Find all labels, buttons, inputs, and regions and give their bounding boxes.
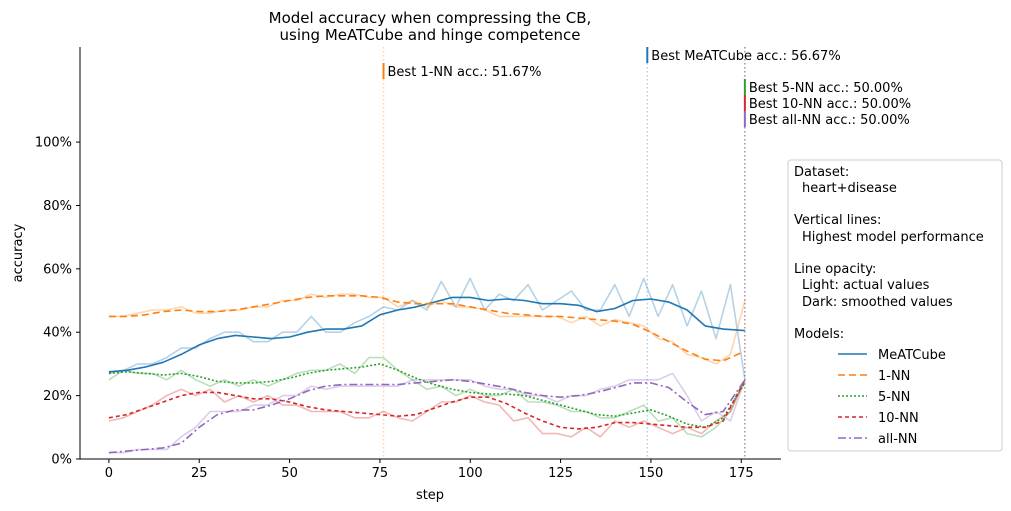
x-tick-label: 0 [105, 466, 113, 481]
best-label-1-nn: Best 1-NN acc.: 51.67% [388, 65, 542, 80]
best-label-5-nn: Best 5-NN acc.: 50.00% [749, 81, 903, 96]
x-tick-label: 50 [281, 466, 298, 481]
smooth-line-5-nn [108, 363, 746, 429]
legend-label-10-nn: 10-NN [878, 411, 919, 426]
smooth-line-1-nn [108, 294, 746, 362]
legend-opacity-heading: Line opacity: [794, 262, 876, 277]
legend-dataset-value: heart+disease [802, 181, 897, 196]
legend-model-items: MeATCube 1-NN 5-NN 10-NN all-NN [838, 348, 946, 447]
legend-label-5-nn: 5-NN [878, 390, 910, 405]
smooth-line-meatcube [108, 296, 745, 373]
x-tick-label: 25 [191, 466, 208, 481]
x-tick-label: 150 [639, 466, 664, 481]
legend-frame [787, 159, 1003, 452]
y-axis-label: accuracy [11, 223, 26, 282]
y-tick-label: 60% [43, 262, 72, 277]
smoothed-series-lines [108, 294, 746, 454]
y-tick-label: 100% [35, 136, 72, 151]
legend-opacity-light: Light: actual values [802, 278, 930, 293]
raw-line-1-nn [108, 293, 746, 365]
chart-title-line-2: using MeATCube and hinge competence [280, 26, 581, 44]
legend-opacity-dark: Dark: smoothed values [802, 295, 953, 310]
raw-line-meatcube [108, 277, 746, 380]
y-tick-label: 80% [43, 199, 72, 214]
raw-line-all-nn [108, 372, 746, 454]
y-tick-label: 40% [43, 326, 72, 341]
legend-label-meatcube: MeATCube [878, 348, 946, 363]
legend-label-1-nn: 1-NN [878, 369, 910, 384]
x-ticks: 0 25 50 75 100 125 150 175 [105, 459, 754, 481]
legend: Dataset: heart+disease Vertical lines: H… [787, 159, 1003, 452]
raw-line-5-nn [108, 356, 746, 438]
y-tick-label: 0% [51, 453, 72, 468]
legend-label-all-nn: all-NN [878, 432, 917, 447]
axes [79, 47, 781, 460]
smooth-line-all-nn [108, 378, 746, 454]
best-label-all-nn: Best all-NN acc.: 50.00% [749, 113, 910, 128]
legend-models-heading: Models: [794, 327, 844, 342]
legend-vlines-heading: Vertical lines: [794, 213, 881, 228]
y-tick-label: 20% [43, 389, 72, 404]
chart-title: Model accuracy when compressing the CB, … [269, 9, 592, 44]
smooth-line-10-nn [108, 379, 746, 430]
x-axis-label: step [416, 488, 444, 503]
x-tick-label: 75 [372, 466, 389, 481]
y-ticks: 0% 20% 40% 60% 80% 100% [35, 136, 80, 468]
x-tick-label: 125 [548, 466, 573, 481]
x-tick-label: 100 [458, 466, 483, 481]
best-label-10-nn: Best 10-NN acc.: 50.00% [749, 97, 911, 112]
best-vlines [382, 47, 746, 459]
best-annotations: Best MeATCube acc.: 56.67% Best 1-NN acc.… [382, 47, 911, 128]
chart-title-line-1: Model accuracy when compressing the CB, [269, 9, 592, 27]
best-label-meatcube: Best MeATCube acc.: 56.67% [651, 49, 840, 64]
x-tick-label: 175 [729, 466, 754, 481]
legend-vlines-value: Highest model performance [802, 230, 984, 245]
legend-dataset-heading: Dataset: [794, 165, 849, 180]
